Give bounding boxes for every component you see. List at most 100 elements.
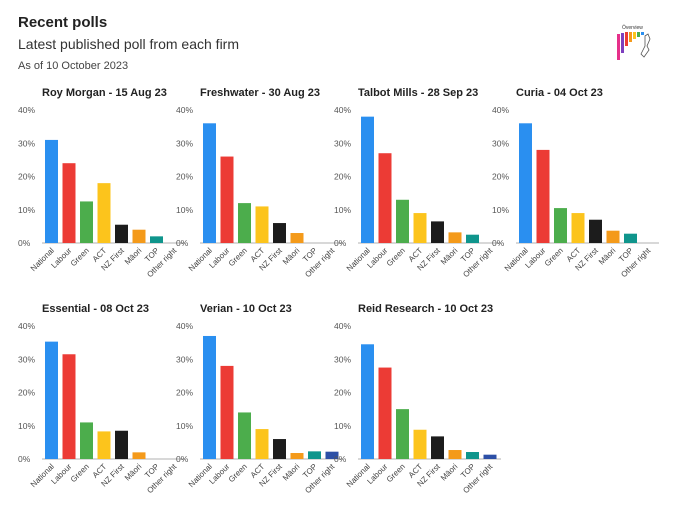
y-tick-label: 40% <box>18 321 35 331</box>
chart-title: Roy Morgan - 15 Aug 23 <box>42 87 167 99</box>
bar-act <box>97 431 111 459</box>
y-tick-label: 0% <box>18 454 31 464</box>
bar-labour <box>62 163 76 243</box>
y-tick-label: 40% <box>176 321 193 331</box>
chart-title: Verian - 10 Oct 23 <box>200 303 292 315</box>
y-tick-label: 0% <box>176 238 189 248</box>
y-tick-label: 20% <box>334 388 351 398</box>
bar-top <box>466 234 479 243</box>
bar-other-right <box>483 454 497 459</box>
x-tick-label: National <box>187 246 214 273</box>
bar-act <box>571 213 585 243</box>
x-tick-label: Green <box>69 462 91 484</box>
bar-labour <box>62 354 76 459</box>
y-tick-label: 0% <box>176 454 189 464</box>
bar-top <box>466 452 479 459</box>
bar-nz-first <box>115 430 128 459</box>
y-tick-label: 0% <box>334 454 347 464</box>
bar-national <box>203 335 216 459</box>
x-tick-label: Green <box>69 246 91 268</box>
x-tick-label: Māori <box>123 462 144 483</box>
y-tick-label: 0% <box>18 238 31 248</box>
chart-svg: Verian - 10 Oct 23 0% 10% 20% 30% 40% National… <box>176 303 343 495</box>
y-tick-label: 20% <box>492 172 509 182</box>
bar-nz-first <box>431 221 444 243</box>
chart-svg: Talbot Mills - 28 Sep 23 0% 10% 20% 30% 40% Na… <box>334 87 501 279</box>
chart-curia: Curia - 04 Oct 23 0% 10% 20% 30% 40% National L… <box>492 84 659 296</box>
chart-talbot-mills: Talbot Mills - 28 Sep 23 0% 10% 20% 30% 40% Na… <box>334 84 501 296</box>
x-tick-label: Labour <box>523 246 547 270</box>
chart-svg: Roy Morgan - 15 Aug 23 0% 10% 20% 30% 40% Nati… <box>18 87 185 279</box>
y-tick-label: 30% <box>492 138 509 148</box>
chart-freshwater: Freshwater - 30 Aug 23 0% 10% 20% 30% 40% Nati… <box>176 84 343 296</box>
x-tick-label: Green <box>385 246 407 268</box>
bar-maori <box>290 453 304 459</box>
chart-svg: Reid Research - 10 Oct 23 0% 10% 20% 30% 40% N… <box>334 303 501 495</box>
bar-labour <box>378 367 392 459</box>
x-tick-label: Green <box>385 462 407 484</box>
y-tick-label: 10% <box>176 205 193 215</box>
y-tick-label: 10% <box>334 205 351 215</box>
y-tick-label: 30% <box>176 354 193 364</box>
bar-national <box>361 116 374 243</box>
y-tick-label: 40% <box>334 321 351 331</box>
chart-reid-research: Reid Research - 10 Oct 23 0% 10% 20% 30% 40% N… <box>334 300 501 512</box>
bar-green <box>238 203 251 243</box>
bar-national <box>45 139 58 243</box>
y-tick-label: 30% <box>18 354 35 364</box>
bar-top <box>150 236 163 243</box>
x-tick-label: Labour <box>207 462 231 486</box>
bar-nz-first <box>589 219 602 243</box>
y-tick-label: 30% <box>18 138 35 148</box>
x-tick-label: National <box>503 246 530 273</box>
bar-act <box>255 429 269 459</box>
x-tick-label: Māori <box>439 246 460 267</box>
x-tick-label: Green <box>543 246 565 268</box>
bar-labour <box>536 149 550 243</box>
x-tick-label: Labour <box>365 246 389 270</box>
x-tick-label: Green <box>227 462 249 484</box>
y-tick-label: 40% <box>492 105 509 115</box>
x-tick-label: National <box>345 246 372 273</box>
y-tick-label: 10% <box>18 205 35 215</box>
y-tick-label: 40% <box>334 105 351 115</box>
x-tick-label: Māori <box>281 246 302 267</box>
bar-national <box>519 123 532 243</box>
bar-nz-first <box>273 223 286 243</box>
x-tick-label: Māori <box>123 246 144 267</box>
y-tick-label: 20% <box>176 172 193 182</box>
y-tick-label: 10% <box>18 421 35 431</box>
bar-labour <box>220 365 234 459</box>
logo-text: Ōverview <box>622 24 643 31</box>
page-title: Recent polls <box>18 14 108 31</box>
bar-maori <box>448 232 462 243</box>
bar-green <box>396 409 409 459</box>
chart-svg: Curia - 04 Oct 23 0% 10% 20% 30% 40% NationalL… <box>492 87 659 279</box>
page-subtitle: Latest published poll from each firm <box>18 36 239 52</box>
x-tick-label: Māori <box>597 246 618 267</box>
bar-green <box>80 201 93 243</box>
bar-labour <box>378 153 392 243</box>
bar-nz-first <box>115 224 128 243</box>
x-tick-label: Labour <box>49 246 73 270</box>
y-tick-label: 40% <box>176 105 193 115</box>
bar-act <box>255 206 269 243</box>
x-tick-label: National <box>29 246 56 273</box>
y-tick-label: 0% <box>492 238 505 248</box>
x-tick-label: Māori <box>281 462 302 483</box>
bar-green <box>80 422 93 459</box>
x-tick-label: Green <box>227 246 249 268</box>
y-tick-label: 20% <box>18 172 35 182</box>
y-tick-label: 10% <box>492 205 509 215</box>
x-tick-label: Labour <box>207 246 231 270</box>
chart-svg: Freshwater - 30 Aug 23 0% 10% 20% 30% 40% Nati… <box>176 87 343 279</box>
bar-maori <box>290 233 304 243</box>
y-tick-label: 30% <box>334 354 351 364</box>
y-tick-label: 30% <box>334 138 351 148</box>
y-tick-label: 20% <box>334 172 351 182</box>
x-tick-label: Labour <box>365 462 389 486</box>
chart-title: Freshwater - 30 Aug 23 <box>200 87 320 99</box>
bar-national <box>361 344 374 459</box>
bar-act <box>97 183 111 243</box>
chart-title: Curia - 04 Oct 23 <box>516 87 603 99</box>
